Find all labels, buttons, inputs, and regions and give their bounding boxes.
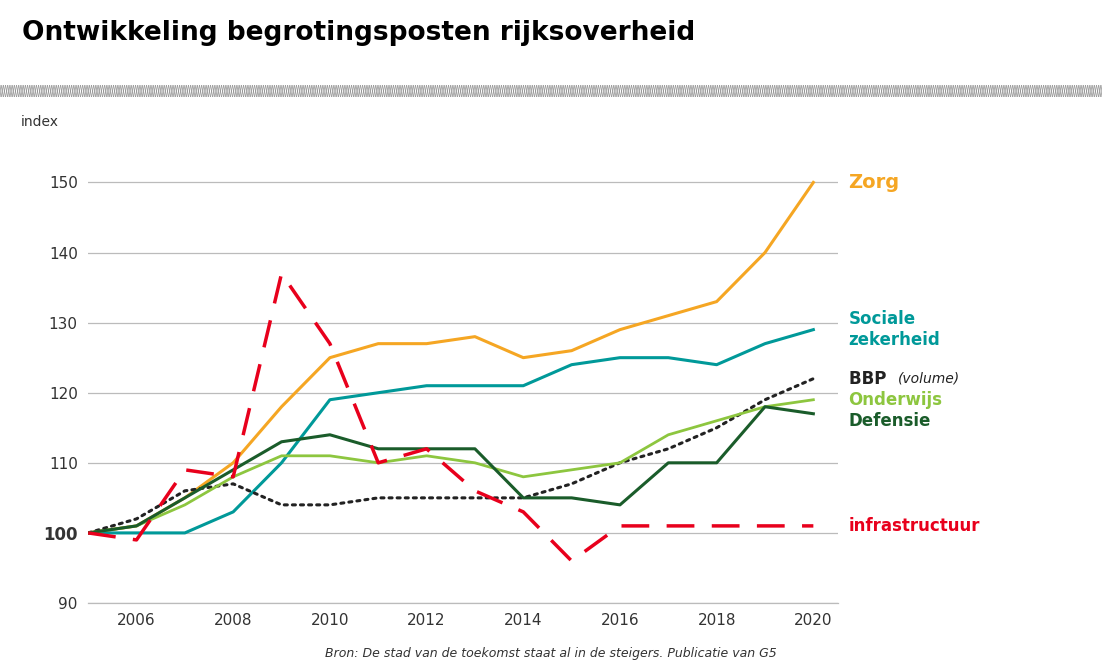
Text: Zorg: Zorg	[849, 173, 899, 192]
Text: index: index	[21, 115, 58, 129]
Text: Sociale
zekerheid: Sociale zekerheid	[849, 310, 940, 349]
Text: Bron: De stad van de toekomst staat al in de steigers. Publicatie van G5: Bron: De stad van de toekomst staat al i…	[325, 647, 777, 660]
Text: Defensie: Defensie	[849, 412, 931, 429]
Text: BBP: BBP	[849, 370, 892, 388]
Text: Ontwikkeling begrotingsposten rijksoverheid: Ontwikkeling begrotingsposten rijksoverh…	[22, 20, 695, 46]
Text: (volume): (volume)	[898, 372, 960, 386]
Text: Onderwijs: Onderwijs	[849, 391, 942, 409]
Text: infrastructuur: infrastructuur	[849, 517, 980, 535]
